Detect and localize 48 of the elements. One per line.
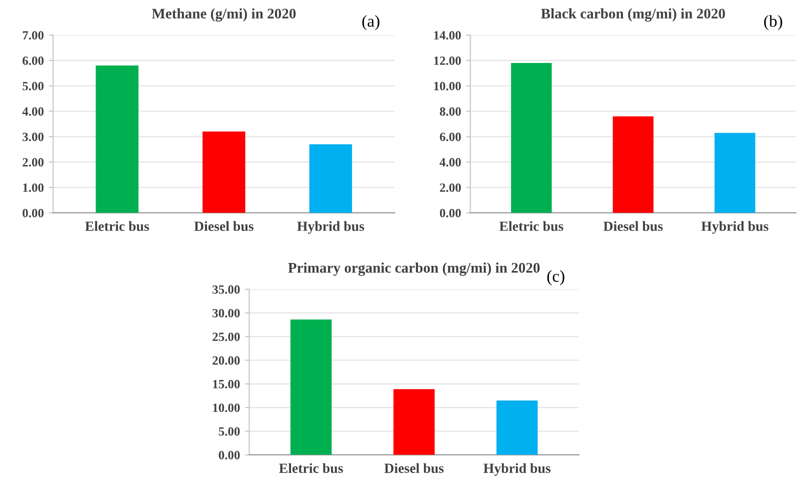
y-tick-label: 7.00 bbox=[22, 31, 44, 40]
text: (a) bbox=[362, 15, 380, 30]
y-tick-label: 5.00 bbox=[22, 82, 44, 90]
x-tick-label: Hybrid bus bbox=[297, 221, 364, 234]
y-tick-label: 10.00 bbox=[213, 404, 240, 412]
y-tick-label: 0.00 bbox=[218, 450, 240, 460]
y-tick-label: 2.00 bbox=[440, 183, 461, 192]
y-tick-label: 0.00 bbox=[22, 208, 44, 218]
bar bbox=[511, 62, 552, 213]
y-tick-label: 0.00 bbox=[440, 208, 461, 218]
y-tick-label: 8.00 bbox=[440, 107, 461, 116]
chart-title: Primary organic carbon (mg/mi) in 2020 bbox=[288, 262, 540, 276]
y-tick-label: 15.00 bbox=[213, 380, 240, 388]
y-tick-label: 35.00 bbox=[212, 285, 240, 294]
bar bbox=[290, 320, 332, 455]
x-tick-label: Diesel bus bbox=[194, 221, 254, 231]
y-tick-label: 4.00 bbox=[440, 158, 461, 167]
chart-title: Black carbon (mg/mi) in 2020 bbox=[541, 8, 725, 22]
bar bbox=[612, 116, 654, 213]
y-tick-label: 3.00 bbox=[22, 132, 44, 142]
x-tick-label: Eletric bus bbox=[85, 221, 150, 231]
y-tick-label: 20.00 bbox=[212, 356, 240, 365]
y-tick-label: 10.00 bbox=[434, 82, 461, 90]
y-tick-label: 1.00 bbox=[23, 183, 44, 192]
chart-title: Methane (g/mi) in 2020 bbox=[152, 8, 296, 22]
bar bbox=[393, 389, 435, 455]
y-tick-label: 2.00 bbox=[22, 158, 44, 167]
y-tick-label: 5.00 bbox=[218, 427, 240, 436]
text: (c) bbox=[547, 270, 564, 286]
x-tick-label: Diesel bus bbox=[384, 463, 444, 473]
bar bbox=[202, 132, 246, 213]
x-tick-label: Eletric bus bbox=[499, 221, 564, 231]
x-tick-label: Eletric bus bbox=[279, 463, 343, 473]
bar bbox=[496, 400, 538, 455]
y-tick-label: 12.00 bbox=[434, 56, 461, 65]
bar bbox=[714, 132, 756, 213]
y-tick-label: 6.00 bbox=[22, 56, 44, 65]
y-tick-label: 25.00 bbox=[212, 332, 240, 342]
y-tick-label: 14.00 bbox=[434, 31, 461, 40]
text: (b) bbox=[764, 15, 782, 30]
x-tick-label: Hybrid bus bbox=[484, 463, 551, 476]
x-tick-label: Diesel bus bbox=[603, 221, 663, 231]
y-tick-label: 4.00 bbox=[22, 107, 44, 116]
bar bbox=[309, 144, 352, 213]
y-tick-label: 6.00 bbox=[440, 132, 461, 142]
x-tick-label: Hybrid bus bbox=[701, 221, 768, 234]
bar bbox=[96, 66, 138, 213]
y-tick-label: 30.00 bbox=[212, 308, 240, 318]
